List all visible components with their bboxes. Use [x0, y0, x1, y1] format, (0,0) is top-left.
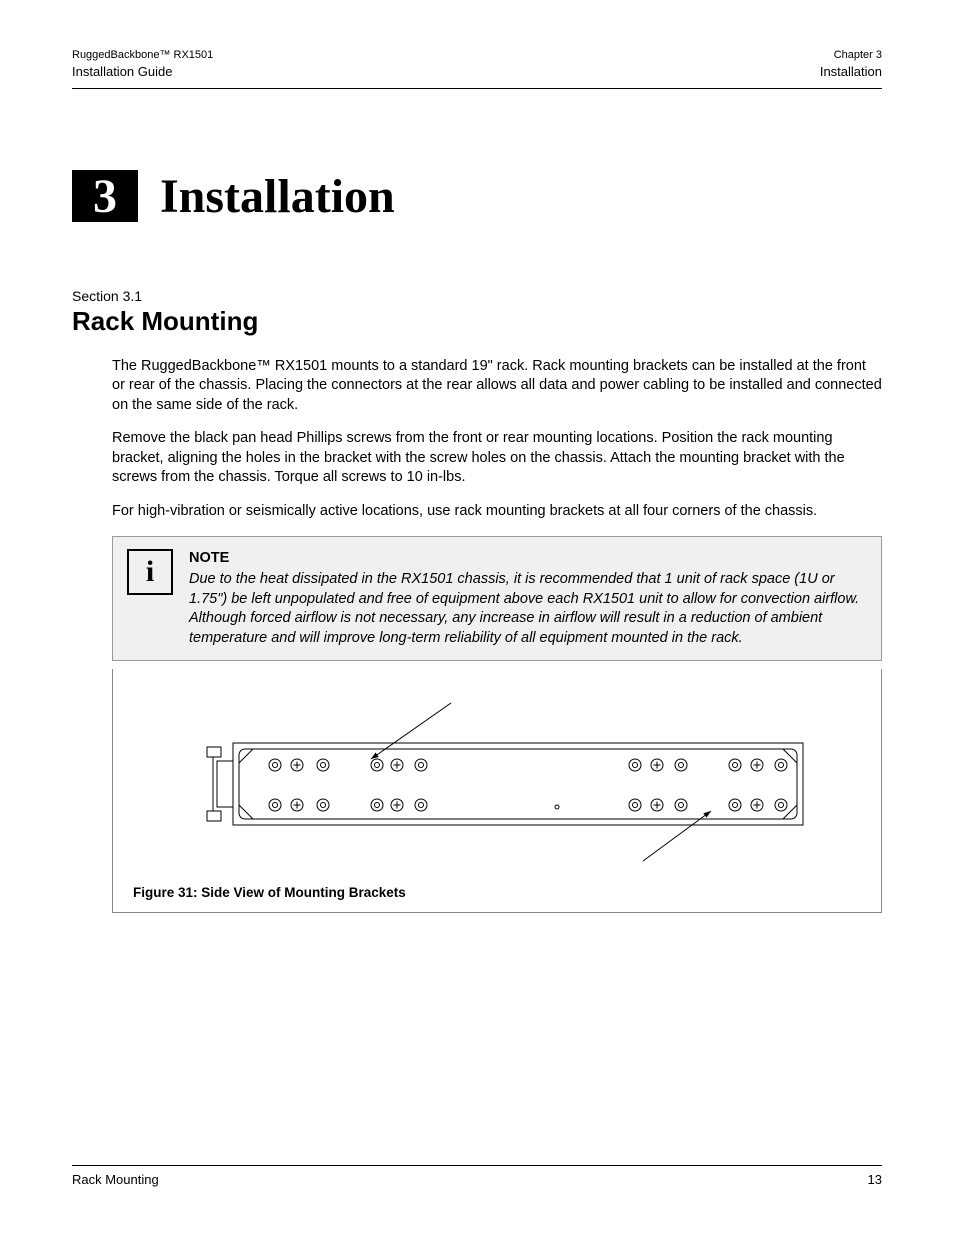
figure-diagram — [177, 699, 817, 869]
chapter-number-badge: 3 — [72, 170, 138, 222]
section-label: Section 3.1 — [72, 288, 882, 304]
note-callout: i NOTE Due to the heat dissipated in the… — [112, 536, 882, 662]
page-header: RuggedBackbone™ RX1501 Installation Guid… — [72, 48, 882, 89]
chapter-heading: 3 Installation — [72, 169, 882, 224]
body-paragraph: For high-vibration or seismically active… — [112, 502, 882, 522]
footer-section-name: Rack Mounting — [72, 1172, 159, 1187]
note-body: Due to the heat dissipated in the RX1501… — [189, 570, 867, 648]
header-right: Chapter 3 Installation — [820, 48, 882, 82]
chapter-title: Installation — [160, 169, 395, 224]
note-heading: NOTE — [189, 549, 867, 569]
figure-caption: Figure 31: Side View of Mounting Bracket… — [133, 885, 861, 900]
chapter-ref: Chapter 3 — [820, 48, 882, 63]
page-footer: Rack Mounting 13 — [72, 1165, 882, 1187]
note-content: NOTE Due to the heat dissipated in the R… — [189, 549, 867, 649]
header-left: RuggedBackbone™ RX1501 Installation Guid… — [72, 48, 213, 82]
chapter-number: 3 — [93, 169, 117, 224]
section-title: Rack Mounting — [72, 306, 882, 337]
body-paragraph: Remove the black pan head Phillips screw… — [112, 429, 882, 488]
chapter-name: Installation — [820, 63, 882, 81]
info-icon-glyph: i — [146, 555, 154, 589]
figure-container: Figure 31: Side View of Mounting Bracket… — [112, 669, 882, 913]
info-icon: i — [127, 549, 173, 595]
figure-diagram-wrap — [133, 699, 861, 869]
body-paragraph: The RuggedBackbone™ RX1501 mounts to a s… — [112, 357, 882, 416]
product-name: RuggedBackbone™ RX1501 — [72, 48, 213, 63]
page-number: 13 — [868, 1172, 882, 1187]
doc-type: Installation Guide — [72, 63, 213, 81]
